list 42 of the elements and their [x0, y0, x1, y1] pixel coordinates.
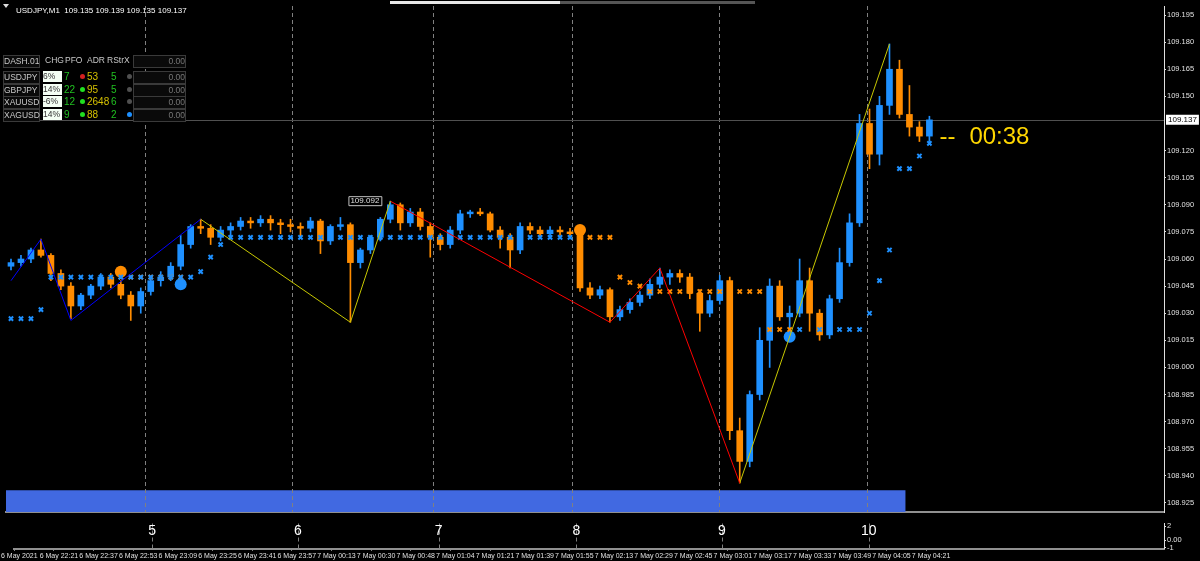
annotation: 7 — [434, 522, 443, 539]
annotation: 109.092 — [350, 196, 380, 206]
annotation: 5 — [148, 522, 157, 539]
annotation: -- — [939, 122, 956, 150]
annotation: DASH.01 — [3, 55, 40, 68]
annotation: 7 — [64, 71, 71, 82]
annotation: 12 — [64, 96, 77, 107]
annotation: 8 — [572, 522, 581, 539]
annotation: 5 — [111, 83, 118, 95]
annotation: XAGUSD — [3, 108, 40, 122]
annotation: 6 — [293, 522, 302, 539]
annotation: GBPJPY — [3, 83, 40, 97]
annotation: CHG — [45, 55, 64, 66]
annotation: 6 — [111, 96, 118, 107]
annotation: 95 — [87, 83, 100, 95]
annotation: 9 — [64, 108, 71, 120]
annotation: PFO — [65, 55, 83, 66]
ref-line-label: 109.137 — [1168, 115, 1198, 125]
annotation: ADR — [87, 55, 105, 66]
annotation: USDJPY — [3, 71, 40, 84]
annotation: 53 — [87, 71, 100, 82]
annotation: -6% — [43, 96, 62, 107]
annotation: X — [124, 55, 130, 66]
annotation: 88 — [87, 108, 100, 120]
annotation: 0.00 — [133, 71, 186, 84]
annotation: 0.00 — [133, 83, 186, 97]
annotation: 22 — [64, 83, 77, 95]
annotation: XAUUSD — [3, 96, 40, 109]
annotation: 0.00 — [133, 108, 186, 122]
annotation: 0.00 — [133, 96, 186, 109]
annotation: 9 — [718, 522, 727, 539]
annotation: 5 — [111, 71, 118, 82]
annotation: 0.00 — [133, 55, 186, 68]
annotation: 14% — [43, 83, 62, 95]
annotation: 2648 — [87, 96, 110, 107]
annotation: RStr — [107, 55, 124, 66]
annotation: 10 — [860, 522, 877, 539]
annotation: 00:38 — [969, 122, 1030, 150]
annotation: 6% — [43, 71, 62, 82]
annotation: 2 — [111, 108, 118, 120]
annotation: 14% — [43, 108, 62, 120]
chart-title: USDJPY,M1 109.135 109.139 109.135 109.137 — [16, 6, 188, 16]
